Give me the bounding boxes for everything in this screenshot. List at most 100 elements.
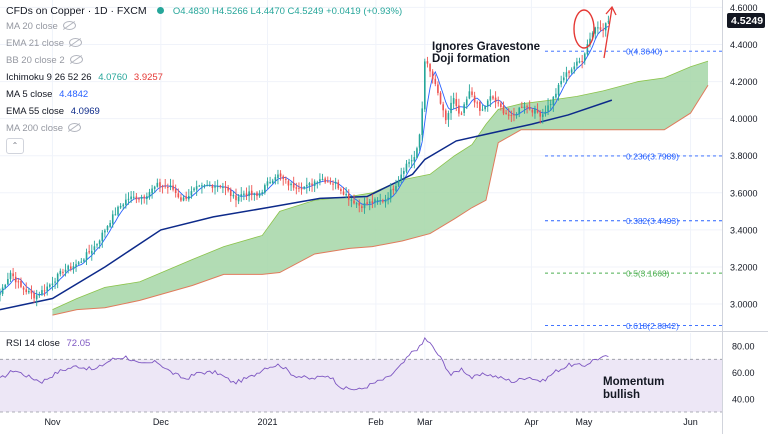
- symbol-title[interactable]: CFDs on Copper · 1D · FXCM: [6, 5, 147, 17]
- candle-body: [232, 194, 235, 197]
- candle-body: [20, 280, 22, 287]
- hidden-eye-icon[interactable]: [62, 21, 76, 30]
- indicator-bb20[interactable]: BB 20 close 2: [6, 55, 83, 67]
- candle-body: [400, 174, 403, 180]
- candle-body: [51, 283, 54, 285]
- candle-body: [64, 269, 67, 272]
- candle-body: [418, 134, 421, 148]
- candle-body: [526, 106, 528, 108]
- candle-body: [300, 187, 303, 190]
- candle-body: [599, 27, 602, 30]
- candle-body: [544, 111, 547, 115]
- candle-body: [43, 290, 46, 292]
- candle-body: [337, 182, 340, 189]
- candle-body: [560, 81, 562, 85]
- candle-body: [85, 252, 88, 260]
- candle-body: [413, 157, 416, 162]
- candle-body: [473, 95, 476, 103]
- candle-body: [576, 61, 578, 66]
- rsi-legend[interactable]: RSI 14 close 72.05: [6, 338, 90, 350]
- fibonacci-layer: 0(4.3640) 0.236(3.7989) 0.382(3.4493) 0.5(3…: [545, 47, 722, 331]
- candle-body: [345, 193, 347, 196]
- candle-body: [169, 185, 172, 187]
- hidden-eye-icon[interactable]: [69, 55, 83, 64]
- candle-body: [573, 66, 576, 70]
- time-tick-label: Mar: [417, 417, 433, 427]
- candle-body: [316, 182, 319, 184]
- candle-body: [384, 199, 387, 203]
- indicator-ma5[interactable]: MA 5 close 4.4842: [6, 89, 88, 101]
- candle-body: [589, 38, 591, 46]
- hidden-eye-icon[interactable]: [68, 123, 82, 132]
- candle-body: [513, 114, 515, 116]
- time-tick-label: Feb: [368, 417, 384, 427]
- candle-body: [229, 190, 232, 196]
- candle-body: [114, 214, 117, 216]
- candle-body: [594, 27, 597, 34]
- candle-body: [366, 202, 368, 204]
- candle-body: [258, 193, 261, 197]
- indicator-ma200-label: MA 200 close: [6, 123, 64, 134]
- price-tick-label: 3.2000: [730, 262, 758, 272]
- last-price-badge: [727, 13, 765, 28]
- collapse-legend-chevron-icon[interactable]: ⌃: [6, 138, 24, 154]
- candle-body: [521, 106, 523, 108]
- indicator-ichimoku[interactable]: Ichimoku 9 26 52 26 4.0760 3.9257: [6, 72, 163, 84]
- candle-body: [363, 203, 366, 209]
- candle-body: [423, 61, 426, 110]
- candle-body: [578, 61, 581, 63]
- candle-body: [397, 180, 400, 186]
- candle-body: [98, 240, 101, 244]
- candle-body: [101, 232, 104, 241]
- candle-body: [261, 192, 264, 194]
- candle-body: [497, 102, 500, 104]
- rsi-legend-value: 72.05: [66, 338, 91, 349]
- rsi-tick-label: 40.00: [732, 394, 755, 404]
- candle-body: [450, 102, 452, 114]
- indicator-ema55[interactable]: EMA 55 close 4.0969: [6, 106, 100, 118]
- candle-body: [479, 102, 481, 111]
- rsi-layer: [0, 336, 722, 413]
- candle-body: [518, 107, 521, 114]
- hidden-eye-icon[interactable]: [69, 38, 83, 47]
- ema55-value: 4.0969: [70, 106, 100, 117]
- candle-body: [602, 29, 604, 31]
- candle-body: [140, 196, 143, 199]
- candle-body: [581, 60, 583, 62]
- candle-body: [444, 110, 447, 121]
- candle-body: [253, 193, 256, 195]
- candle-body: [494, 97, 497, 103]
- candle-body: [35, 295, 38, 300]
- candle-body: [355, 203, 358, 205]
- fib-level-label: 0.618(2.8842): [626, 321, 679, 331]
- candle-body: [389, 189, 392, 199]
- candle-body: [41, 290, 43, 295]
- candle-body: [484, 106, 486, 110]
- candle-body: [570, 69, 573, 73]
- indicator-ma20[interactable]: MA 20 close: [6, 21, 76, 33]
- candle-body: [486, 100, 489, 107]
- indicator-ma200[interactable]: MA 200 close: [6, 123, 82, 135]
- candle-body: [274, 177, 277, 181]
- candle-body: [481, 109, 484, 111]
- candle-body: [591, 32, 594, 38]
- candle-body: [405, 163, 408, 172]
- candle-body: [347, 194, 350, 200]
- candle-body: [222, 186, 224, 188]
- candle-body: [104, 230, 106, 233]
- indicator-ema21[interactable]: EMA 21 close: [6, 38, 83, 50]
- ichimoku-value-b: 3.9257: [133, 72, 163, 83]
- candle-body: [368, 201, 371, 204]
- candle-body: [515, 114, 518, 116]
- price-tick-label: 4.6000: [730, 3, 758, 13]
- candle-body: [308, 183, 311, 186]
- candle-body: [271, 180, 274, 184]
- candle-body: [159, 182, 161, 187]
- candle-body: [319, 179, 321, 182]
- price-tick-label: 4.0000: [730, 114, 758, 124]
- candle-body: [321, 178, 324, 180]
- candle-body: [290, 183, 292, 186]
- gravestone-annotation-line2: Doji formation: [432, 53, 510, 65]
- candle-body: [361, 206, 363, 208]
- candle-body: [565, 72, 568, 77]
